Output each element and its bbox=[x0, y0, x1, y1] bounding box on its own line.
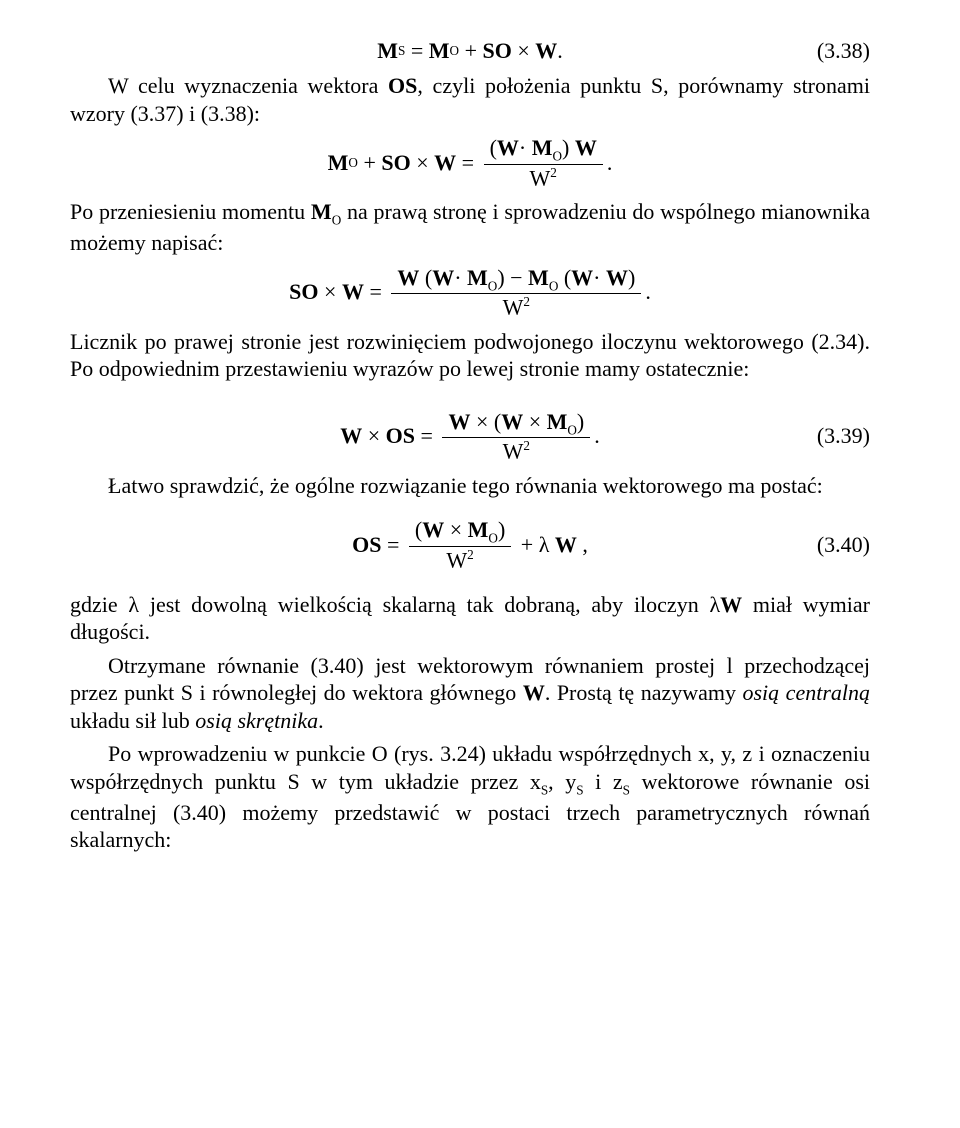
eq-3-38-body: MS = MO + SO × W. bbox=[377, 38, 563, 64]
paragraph-5b: Otrzymane równanie (3.40) jest wektorowy… bbox=[70, 652, 870, 735]
paragraph-3: Licznik po prawej stronie jest rozwinięc… bbox=[70, 328, 870, 383]
paragraph-5a: gdzie λ jest dowolną wielkością skalarną… bbox=[70, 591, 870, 646]
paragraph-5c: Po wprowadzeniu w punkcie O (rys. 3.24) … bbox=[70, 740, 870, 853]
equation-a-fraction: (W· MO) W W2 bbox=[484, 135, 603, 190]
equation-a: MO + SO × W = (W· MO) W W2 . bbox=[70, 135, 870, 190]
eq-3-40-body: OS = (W × MO) W2 + λ W , bbox=[352, 517, 588, 572]
eq-3-38-number: (3.38) bbox=[817, 38, 870, 64]
paragraph-1: W celu wyznaczenia wektora OS, czyli poł… bbox=[70, 72, 870, 127]
equation-b-body: SO × W = W (W· MO) − MO (W· W) W2 . bbox=[289, 265, 651, 320]
eq-3-39-body: W × OS = W × (W × MO) W2 . bbox=[340, 409, 599, 464]
equation-b-fraction: W (W· MO) − MO (W· W) W2 bbox=[391, 265, 641, 320]
eq-3-39-fraction: W × (W × MO) W2 bbox=[442, 409, 590, 464]
equation-3-39: W × OS = W × (W × MO) W2 . (3.39) bbox=[70, 409, 870, 464]
equation-a-body: MO + SO × W = (W· MO) W W2 . bbox=[328, 135, 613, 190]
equation-b: SO × W = W (W· MO) − MO (W· W) W2 . bbox=[70, 265, 870, 320]
paragraph-2: Po przeniesieniu momentu MO na prawą str… bbox=[70, 198, 870, 256]
eq-3-40-fraction: (W × MO) W2 bbox=[409, 517, 511, 572]
eq-3-39-number: (3.39) bbox=[817, 423, 870, 449]
equation-3-40: OS = (W × MO) W2 + λ W , (3.40) bbox=[70, 517, 870, 572]
eq-3-40-number: (3.40) bbox=[817, 532, 870, 558]
paragraph-4: Łatwo sprawdzić, że ogólne rozwiązanie t… bbox=[70, 472, 870, 500]
equation-3-38: MS = MO + SO × W. (3.38) bbox=[70, 38, 870, 64]
